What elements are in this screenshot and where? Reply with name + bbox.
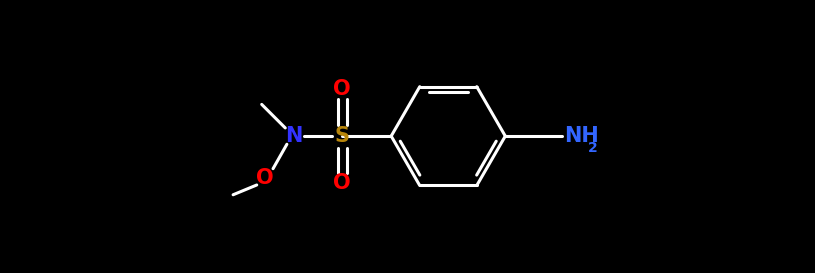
Text: 2: 2 (588, 141, 597, 155)
Text: N: N (284, 126, 302, 146)
Text: S: S (335, 126, 350, 146)
Text: O: O (333, 173, 351, 193)
Text: NH: NH (564, 126, 599, 146)
Text: O: O (333, 79, 351, 99)
Text: O: O (256, 168, 274, 188)
